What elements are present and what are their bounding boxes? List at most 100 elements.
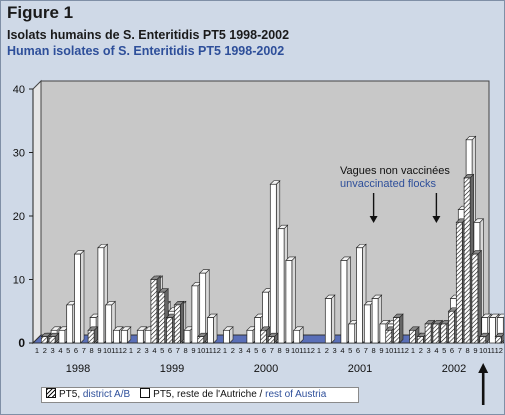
bar-white-front	[269, 183, 277, 344]
bar-white-front	[246, 329, 254, 344]
bar-hatched-front	[150, 279, 158, 344]
bar-white-front	[58, 329, 66, 344]
bar-hatched-front	[479, 336, 487, 344]
bar-white	[340, 256, 352, 344]
bar-white-front	[105, 304, 113, 344]
bar-hatched-side	[180, 300, 185, 344]
month-tick-label: 7	[82, 346, 86, 355]
bar-hatched	[494, 332, 504, 344]
month-tick-label: 5	[442, 346, 446, 355]
month-tick-label: 8	[184, 346, 188, 355]
bar-hatched-front	[440, 323, 448, 344]
month-tick-label: 10	[479, 346, 487, 355]
bar-white-front	[66, 304, 74, 344]
bar-hatched-front	[448, 310, 455, 344]
month-tick-label: 1	[411, 346, 415, 355]
legend-series1-label: district A/B	[82, 389, 131, 400]
bar-white-front	[183, 329, 191, 344]
legend-series1-prefix: PT5,	[59, 389, 81, 400]
month-tick-label: 9	[379, 346, 383, 355]
month-tick-label: 12	[495, 346, 503, 355]
month-tick-label: 2	[419, 346, 423, 355]
month-tick-label: 12	[401, 346, 409, 355]
bar-white-front	[285, 260, 293, 344]
bar-hatched-front	[393, 317, 400, 344]
month-tick-label: 11	[299, 346, 307, 355]
bar-hatched	[48, 332, 60, 344]
bar-white-front	[199, 272, 207, 344]
bar-white	[120, 326, 132, 344]
month-tick-label: 12	[307, 346, 315, 355]
bar-white-front	[363, 304, 371, 344]
bar-hatched-front	[158, 291, 166, 344]
y-tick-label: 40	[13, 84, 25, 96]
bar-white-front	[293, 329, 301, 344]
chart-title-english: Human isolates of S. Enteritidis PT5 199…	[7, 44, 285, 58]
bar-hatched-front	[197, 336, 205, 344]
bar-white-side	[330, 294, 336, 344]
bar-hatched-side	[399, 313, 404, 344]
month-tick-label: 3	[145, 346, 149, 355]
month-tick-label: 7	[364, 346, 368, 355]
month-tick-label: 10	[291, 346, 299, 355]
bar-white-front	[371, 298, 379, 344]
plot-left-wall	[32, 79, 42, 345]
bar-hatched	[173, 300, 185, 344]
bar-white-front	[348, 323, 356, 344]
bar-white-front	[356, 247, 363, 344]
month-tick-label: 1	[129, 346, 133, 355]
bar-hatched-front	[385, 329, 393, 344]
legend-series2-label: rest of Austria	[265, 389, 327, 400]
month-tick-label: 11	[487, 346, 495, 355]
bar-white	[222, 326, 234, 344]
month-tick-label: 11	[393, 346, 401, 355]
y-tick-label: 20	[13, 211, 25, 223]
bar-white	[324, 294, 336, 344]
month-tick-label: 2	[325, 346, 329, 355]
bar-white	[292, 326, 304, 344]
bar-white-front	[207, 317, 214, 344]
month-tick-label: 6	[168, 346, 172, 355]
month-tick-label: 9	[191, 346, 195, 355]
y-tick-label: 30	[13, 148, 25, 160]
legend-swatch-hatched	[46, 388, 56, 398]
bar-white-front	[97, 247, 105, 344]
month-tick-label: 3	[333, 346, 337, 355]
bar-hatched-front	[409, 329, 416, 344]
bar-white-front	[136, 329, 144, 344]
bar-hatched-front	[267, 336, 275, 344]
bar-hatched	[392, 313, 404, 344]
month-tick-label: 1	[223, 346, 227, 355]
figure-label: Figure 1	[7, 3, 74, 22]
bar-hatched-front	[260, 329, 267, 344]
bar-hatched-front	[424, 323, 432, 344]
month-tick-label: 10	[385, 346, 393, 355]
bar-hatched-front	[432, 323, 440, 344]
bar-hatched-front	[173, 304, 181, 344]
bar-white-front	[254, 317, 262, 344]
current-month-arrow-head	[478, 363, 489, 373]
bar-white	[73, 249, 85, 344]
y-tick-label: 10	[13, 275, 25, 287]
month-tick-label: 8	[372, 346, 376, 355]
month-tick-label: 5	[254, 346, 258, 355]
y-tick-label: 0	[18, 336, 25, 350]
month-tick-label: 9	[285, 346, 289, 355]
month-tick-label: 5	[348, 346, 352, 355]
bar-white-front	[113, 329, 120, 344]
month-tick-label: 7	[270, 346, 274, 355]
month-tick-label: 2	[137, 346, 141, 355]
month-tick-label: 9	[473, 346, 477, 355]
bar-hatched-front	[48, 336, 56, 344]
bar-hatched-side	[477, 249, 482, 344]
annotation-arrow-head	[432, 216, 441, 223]
month-tick-label: 2	[43, 346, 47, 355]
month-tick-label: 7	[176, 346, 180, 355]
bar-hatched-front	[40, 336, 48, 344]
month-tick-label: 4	[58, 346, 62, 355]
chart-title-french: Isolats humains de S. Enteritidis PT5 19…	[7, 28, 290, 42]
month-tick-label: 4	[152, 346, 156, 355]
month-tick-label: 1	[317, 346, 321, 355]
